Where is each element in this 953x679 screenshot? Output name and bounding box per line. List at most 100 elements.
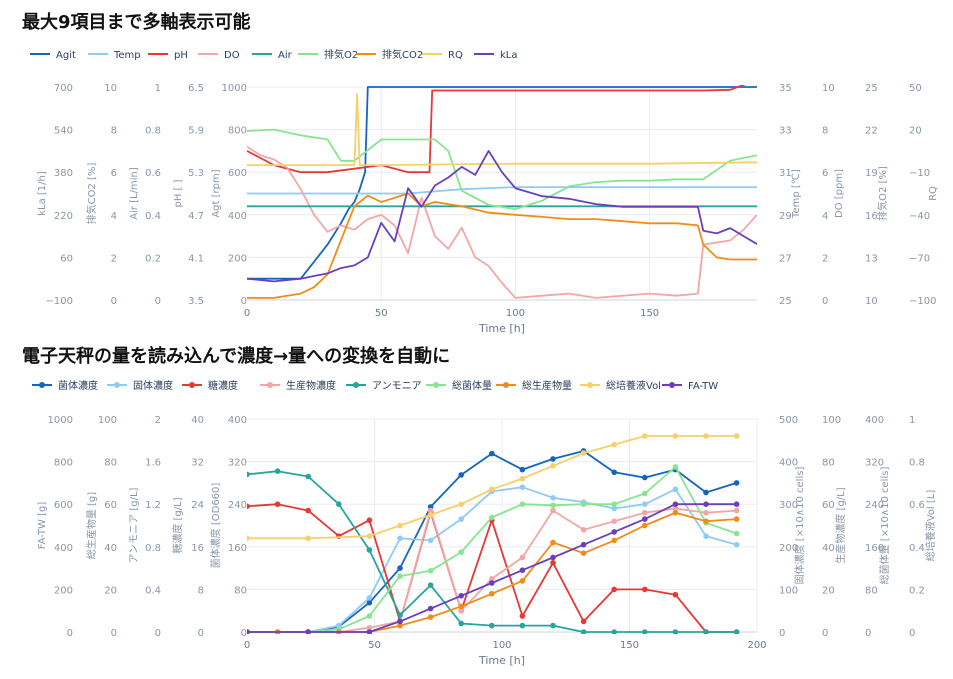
c1-x-tick-0: 0 bbox=[244, 308, 250, 319]
c2-right-axis-3-tick-3: 0.6 bbox=[909, 500, 925, 511]
c1-x-tick-1: 50 bbox=[375, 308, 388, 319]
c2-point-6-13 bbox=[642, 522, 648, 529]
c1-left-axis-2-tick-2: 0.4 bbox=[145, 211, 161, 222]
c1-left-axis-1-tick-2: 4 bbox=[111, 211, 117, 222]
c2-right-axis-0-tick-3: 300 bbox=[779, 500, 798, 511]
c2-point-7-2 bbox=[366, 533, 373, 539]
c2-legend-marker-3 bbox=[267, 382, 273, 388]
c2-right-axis-2-tick-0: 0 bbox=[865, 628, 871, 639]
c2-left-axis-3-tick-4: 32 bbox=[191, 458, 204, 469]
c2-point-3-9 bbox=[519, 554, 526, 561]
c1-right-axis-0-tick-1: 27 bbox=[779, 253, 792, 264]
c1-line-series-6 bbox=[247, 192, 757, 299]
c1-left-axis-2-title: Air [L/min] bbox=[129, 167, 140, 220]
c1-legend-label-2: pH bbox=[174, 50, 188, 61]
c2-legend-label-8: FA-TW bbox=[688, 381, 718, 392]
c2-point-5-6 bbox=[427, 567, 434, 574]
c2-point-1-4 bbox=[366, 595, 373, 601]
c2-point-5-8 bbox=[489, 514, 495, 521]
c2-point-3-6 bbox=[427, 507, 434, 514]
c1-left-axis-3-title: pH [ ] bbox=[173, 179, 184, 207]
c2-point-4-13 bbox=[642, 629, 648, 634]
c1-right-axis-2-tick-5: 25 bbox=[865, 83, 878, 94]
c2-point-1-13 bbox=[642, 501, 648, 508]
c1-left-axis-0-tick-0: −100 bbox=[46, 296, 73, 307]
c1-left-axis-3-tick-1: 4.1 bbox=[188, 253, 204, 264]
c1-right-axis-2-tick-4: 22 bbox=[865, 126, 878, 137]
c2-line-series-1 bbox=[247, 486, 737, 633]
c1-legend-label-6: 排気CO2 bbox=[382, 48, 423, 61]
c2-left-axis-4-tick-5: 400 bbox=[228, 415, 247, 426]
c1-right-axis-1-tick-3: 6 bbox=[822, 168, 828, 179]
c2-left-axis-1-tick-0: 0 bbox=[111, 628, 117, 639]
c2-point-2-13 bbox=[642, 586, 648, 593]
c1-legend-label-3: DO bbox=[224, 50, 240, 61]
c2-legend-marker-0 bbox=[39, 382, 45, 388]
c2-point-2-1 bbox=[274, 501, 281, 508]
c1-right-axis-2-title: 排気O2 [%] bbox=[876, 166, 889, 221]
c2-left-axis-1-tick-4: 80 bbox=[104, 458, 117, 469]
c1-left-axis-2-tick-1: 0.2 bbox=[145, 253, 161, 264]
c2-point-0-10 bbox=[550, 456, 556, 462]
c2-right-axis-2-tick-5: 400 bbox=[865, 415, 884, 426]
c1-line-series-7 bbox=[247, 93, 757, 167]
c2-left-axis-4-title: 菌体濃度 [OD660] bbox=[209, 483, 222, 569]
c2-right-axis-1-tick-2: 40 bbox=[822, 543, 835, 554]
c1-line-series-3 bbox=[247, 145, 757, 299]
c2-line-series-3 bbox=[247, 507, 737, 633]
c2-point-2-9 bbox=[519, 613, 526, 619]
c2-point-4-1 bbox=[274, 468, 281, 474]
c2-point-4-12 bbox=[611, 629, 617, 634]
c2-point-5-11 bbox=[580, 501, 587, 508]
c2-left-axis-1-tick-1: 20 bbox=[104, 585, 117, 596]
c2-right-axis-3-title: 総培養液Vol [L] bbox=[924, 490, 937, 562]
c2-point-5-16 bbox=[733, 530, 740, 537]
c2-point-7-10 bbox=[611, 441, 617, 448]
c2-left-axis-3-title: 糖濃度 [g/L] bbox=[171, 497, 184, 553]
c1-right-axis-3-tick-3: −10 bbox=[909, 168, 930, 179]
c2-right-axis-3-tick-2: 0.4 bbox=[909, 543, 925, 554]
c1-x-tick-3: 150 bbox=[640, 308, 659, 319]
c2-point-1-6 bbox=[427, 537, 434, 544]
c2-point-5-13 bbox=[642, 490, 648, 497]
c2-right-axis-2-tick-2: 160 bbox=[865, 543, 884, 554]
c2-point-3-7 bbox=[458, 607, 465, 614]
c1-legend-label-5: 排気O2 bbox=[324, 48, 358, 61]
c1-left-axis-4-tick-5: 1000 bbox=[222, 83, 247, 94]
c1-left-axis-2-tick-4: 0.8 bbox=[145, 126, 161, 137]
c2-legend-label-3: 生産物濃度 bbox=[286, 379, 336, 392]
c2-right-axis-2-title: 総菌体量 [×10∧10 cells] bbox=[878, 467, 891, 585]
c2-point-4-0 bbox=[247, 471, 250, 478]
c2-left-axis-0-tick-1: 200 bbox=[54, 585, 73, 596]
c2-point-4-6 bbox=[427, 582, 434, 588]
c1-right-axis-3-tick-1: −70 bbox=[909, 253, 930, 264]
c2-legend-marker-1 bbox=[114, 382, 120, 388]
c2-point-2-4 bbox=[366, 517, 373, 523]
c2-point-4-7 bbox=[458, 620, 465, 627]
c2-point-7-6 bbox=[489, 486, 495, 493]
c2-left-axis-3-tick-1: 8 bbox=[198, 585, 204, 596]
c2-point-8-3 bbox=[397, 618, 403, 625]
c2-point-8-14 bbox=[733, 501, 740, 508]
c2-series-group bbox=[247, 433, 740, 634]
c1-right-axis-1-tick-2: 4 bbox=[822, 211, 828, 222]
c2-point-6-16 bbox=[733, 516, 740, 522]
c2-left-axis-2-tick-0: 0 bbox=[155, 628, 161, 639]
c1-left-axis-2-tick-0: 0 bbox=[155, 296, 161, 307]
c2-left-axis-2-tick-1: 0.4 bbox=[145, 585, 161, 596]
c2-point-8-2 bbox=[366, 629, 373, 634]
c2-point-2-11 bbox=[580, 618, 587, 625]
chart-1-heading: 最大9項目まで多軸表示可能 bbox=[22, 12, 251, 33]
c2-left-axis-4-tick-3: 240 bbox=[228, 500, 247, 511]
c2-point-8-6 bbox=[489, 580, 495, 586]
c2-left-axis-0-tick-0: 0 bbox=[67, 628, 73, 639]
c1-line-series-1 bbox=[247, 186, 757, 195]
c2-right-axis-3-tick-4: 0.8 bbox=[909, 458, 925, 469]
c2-left-axis-0-title: FA-TW [g] bbox=[37, 502, 48, 550]
c2-point-8-13 bbox=[703, 501, 709, 508]
c2-point-4-3 bbox=[336, 501, 342, 508]
c2-point-6-6 bbox=[427, 614, 434, 620]
c2-point-0-8 bbox=[489, 450, 495, 457]
